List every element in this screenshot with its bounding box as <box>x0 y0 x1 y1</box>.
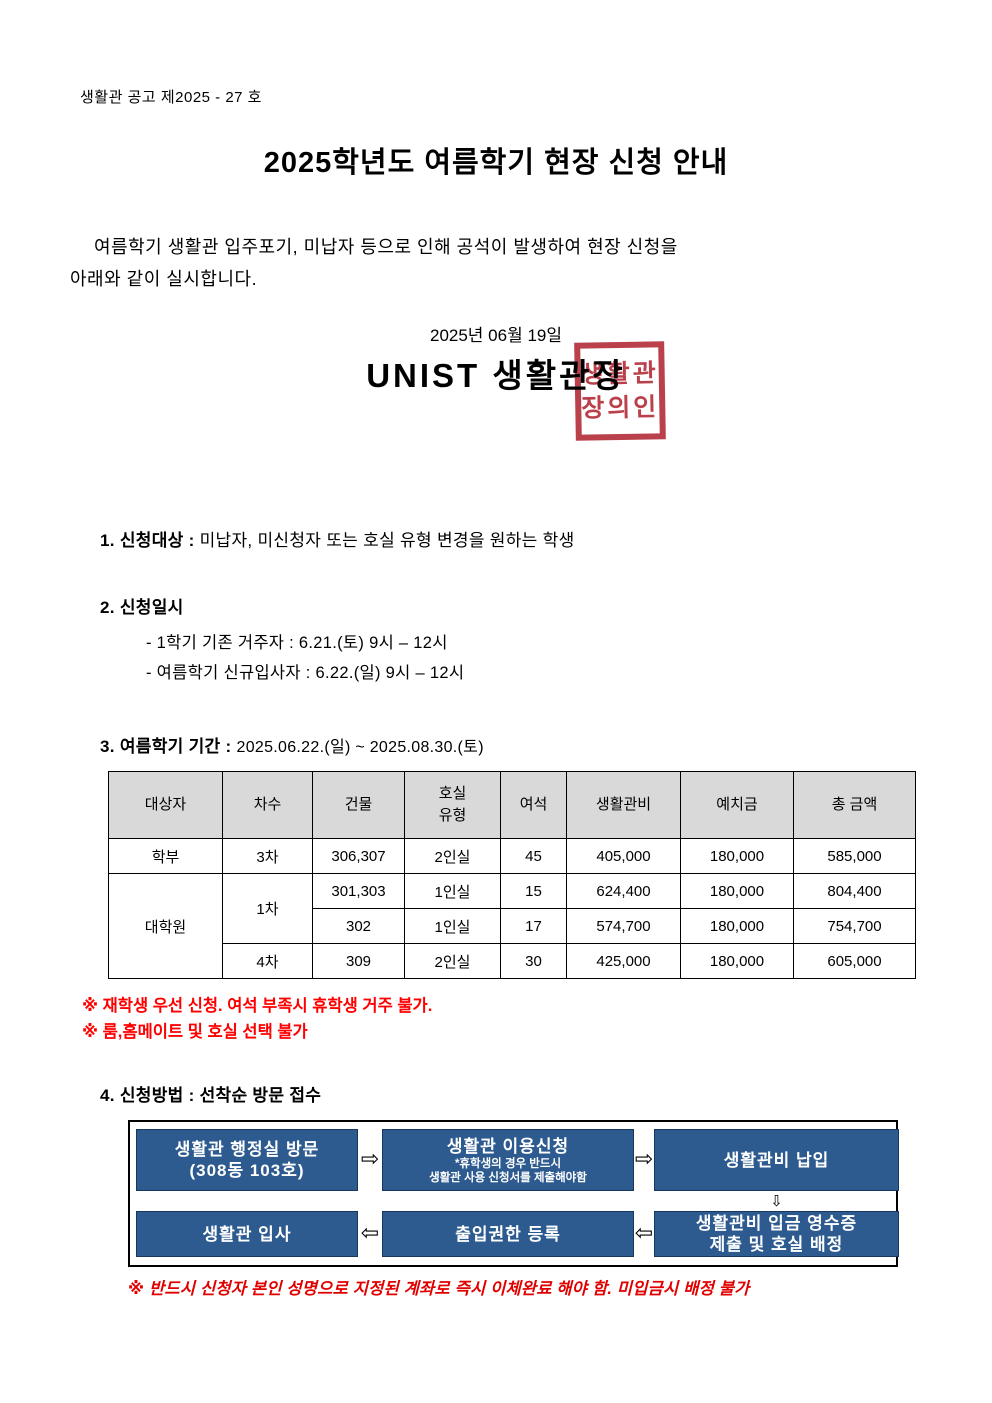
cell-building: 301,303 <box>312 873 405 909</box>
flow-row-top: 생활관 행정실 방문 (308동 103호) ⇨ 생활관 이용신청 *휴학생의 … <box>136 1129 899 1191</box>
cell-total: 585,000 <box>793 838 916 874</box>
col-header-round: 차수 <box>222 771 313 839</box>
flow-step-move-in-label: 생활관 입사 <box>202 1224 292 1244</box>
cell-total: 754,700 <box>793 908 916 944</box>
col-header-target: 대상자 <box>108 771 223 839</box>
intro-line-2: 아래와 같이 실시합니다. <box>70 269 258 289</box>
right-arrow-icon: ⇨ <box>360 1147 380 1172</box>
flow-step-submit-receipt-line2: 제출 및 호실 배정 <box>709 1235 844 1254</box>
section-2-item-2: - 여름학기 신규입사자 : 6.22.(일) 9시 – 12시 <box>146 664 465 682</box>
cell-building: 309 <box>312 943 405 979</box>
col-header-vacancy: 여석 <box>500 771 567 839</box>
left-arrow-icon: ⇦ <box>634 1221 654 1246</box>
section-4-method: 4. 신청방법 : 선착순 방문 접수 <box>100 1081 922 1106</box>
intro-line-1: 여름학기 생활관 입주포기, 미납자 등으로 인해 공석이 발생하여 현장 신청… <box>94 237 678 257</box>
note-priority: ※ 재학생 우선 신청. 여석 부족시 휴학생 거주 불가. <box>82 997 433 1015</box>
col-header-room-type: 호실 유형 <box>404 771 501 839</box>
cell-round: 3차 <box>222 838 313 874</box>
cell-room-type: 2인실 <box>404 943 501 979</box>
right-arrow-icon: ⇨ <box>634 1147 654 1172</box>
cell-dorm-fee: 624,400 <box>566 873 681 909</box>
flow-step-pay-fee: 생활관비 납입 <box>654 1129 899 1191</box>
table-notes: ※ 재학생 우선 신청. 여석 부족시 휴학생 거주 불가. ※ 룸,홈메이트 … <box>82 993 922 1045</box>
signer-name: UNIST 생활관장 <box>366 357 626 394</box>
cell-dorm-fee: 405,000 <box>566 838 681 874</box>
col-header-building: 건물 <box>312 771 405 839</box>
cell-vacancy: 17 <box>500 908 567 944</box>
fee-table-header-row: 대상자 차수 건물 호실 유형 여석 생활관비 예치금 총 금액 <box>108 771 916 839</box>
flow-row-middle: ⇩ <box>136 1191 890 1211</box>
section-3-period: 3. 여름학기 기간 : 2025.06.22.(일) ~ 2025.08.30… <box>100 732 922 757</box>
flow-step-apply-use-sub1: *휴학생의 경우 반드시 <box>454 1157 562 1170</box>
section-2-number: 2. <box>100 598 115 617</box>
cell-deposit: 180,000 <box>680 908 794 944</box>
section-1-applicants: 1. 신청대상 : 미납자, 미신청자 또는 호실 유형 변경을 원하는 학생 <box>100 526 922 551</box>
table-row: 대학원 1차 301,303 1인실 15 624,400 180,000 80… <box>108 873 916 979</box>
flow-step-submit-receipt: 생활관비 입금 영수증 제출 및 호실 배정 <box>654 1211 899 1257</box>
down-arrow-icon: ⇩ <box>770 1192 783 1210</box>
section-4-title: 신청방법 : 선착순 방문 접수 <box>119 1086 322 1105</box>
flow-step-submit-receipt-line1: 생활관비 입금 영수증 <box>695 1214 858 1233</box>
cell-total: 605,000 <box>793 943 916 979</box>
table-row: 학부 3차 306,307 2인실 45 405,000 180,000 585… <box>108 838 916 874</box>
cell-room-type: 2인실 <box>404 838 501 874</box>
section-3-title: 여름학기 기간 : <box>119 737 232 756</box>
section-2-title: 신청일시 <box>119 598 184 617</box>
col-header-dorm-fee: 생활관비 <box>566 771 681 839</box>
cell-building: 302 <box>312 908 405 944</box>
section-1-number: 1. <box>100 531 115 550</box>
cell-vacancy: 45 <box>500 838 567 874</box>
cell-target: 학부 <box>108 838 223 874</box>
flow-step-apply-use: 생활관 이용신청 *휴학생의 경우 반드시 생활관 사용 신청서를 제출해야함 <box>382 1129 634 1191</box>
table-row: 302 1인실 17 574,700 180,000 754,700 <box>109 908 916 944</box>
doc-number: 생활관 공고 제2025 - 27 호 <box>80 89 262 106</box>
transfer-warning: ※ 반드시 신청자 본인 성명으로 지정된 계좌로 즉시 이체완료 해야 함. … <box>128 1280 750 1298</box>
flow-step-apply-use-sub2: 생활관 사용 신청서를 제출해야함 <box>429 1171 587 1184</box>
flow-step-move-in: 생활관 입사 <box>136 1211 358 1257</box>
cell-deposit: 180,000 <box>680 838 794 874</box>
note-room-selection: ※ 룸,홈메이트 및 호실 선택 불가 <box>82 1023 308 1041</box>
section-4-number: 4. <box>100 1086 115 1105</box>
cell-round: 1차 <box>222 873 313 944</box>
cell-vacancy: 15 <box>500 873 567 909</box>
fee-table: 대상자 차수 건물 호실 유형 여석 생활관비 예치금 총 금액 학부 3차 3… <box>108 771 916 979</box>
cell-room-type: 1인실 <box>404 873 501 909</box>
flow-step-access-registration: 출입권한 등록 <box>382 1211 634 1257</box>
cell-total: 804,400 <box>793 873 916 909</box>
section-1-body: 미납자, 미신청자 또는 호실 유형 변경을 원하는 학생 <box>199 531 575 550</box>
cell-target: 대학원 <box>108 873 223 979</box>
cell-round: 4차 <box>222 943 313 979</box>
flow-row-bottom: 생활관 입사 ⇦ 출입권한 등록 ⇦ 생활관비 입금 영수증 제출 및 호실 배… <box>136 1211 899 1257</box>
cell-building: 306,307 <box>312 838 405 874</box>
issue-date: 2025년 06월 19일 <box>429 326 562 345</box>
table-row: 4차 309 2인실 30 425,000 180,000 605,000 <box>109 943 916 979</box>
flow-step-apply-use-title: 생활관 이용신청 <box>446 1136 570 1156</box>
signature-block: UNIST 생활관장 생활관 장의인 <box>70 341 922 454</box>
section-3-number: 3. <box>100 737 115 756</box>
section-2-schedule: 2. 신청일시 - 1학기 기존 거주자 : 6.21.(토) 9시 – 12시… <box>100 593 922 688</box>
section-1-title: 신청대상 : <box>119 531 195 550</box>
flow-step-visit-office-line2: (308동 103호) <box>189 1161 305 1180</box>
cell-dorm-fee: 425,000 <box>566 943 681 979</box>
col-header-total: 총 금액 <box>793 771 916 839</box>
flow-step-visit-office-line1: 생활관 행정실 방문 <box>174 1140 320 1159</box>
intro-paragraph: 여름학기 생활관 입주포기, 미납자 등으로 인해 공석이 발생하여 현장 신청… <box>70 231 922 295</box>
cell-deposit: 180,000 <box>680 873 794 909</box>
page-title: 2025학년도 여름학기 현장 신청 안내 <box>263 147 729 179</box>
section-2-item-1: - 1학기 기존 거주자 : 6.21.(토) 9시 – 12시 <box>146 634 448 652</box>
flow-step-pay-fee-label: 생활관비 납입 <box>723 1150 830 1170</box>
col-header-deposit: 예치금 <box>680 771 794 839</box>
cell-room-type: 1인실 <box>404 908 501 944</box>
cell-vacancy: 30 <box>500 943 567 979</box>
cell-deposit: 180,000 <box>680 943 794 979</box>
application-flow-diagram: 생활관 행정실 방문 (308동 103호) ⇨ 생활관 이용신청 *휴학생의 … <box>128 1120 899 1267</box>
flow-step-visit-office: 생활관 행정실 방문 (308동 103호) <box>136 1129 358 1191</box>
cell-dorm-fee: 574,700 <box>566 908 681 944</box>
flow-step-access-registration-label: 출입권한 등록 <box>455 1224 561 1244</box>
left-arrow-icon: ⇦ <box>360 1221 380 1246</box>
section-3-body: 2025.06.22.(일) ~ 2025.08.30.(토) <box>236 739 484 756</box>
